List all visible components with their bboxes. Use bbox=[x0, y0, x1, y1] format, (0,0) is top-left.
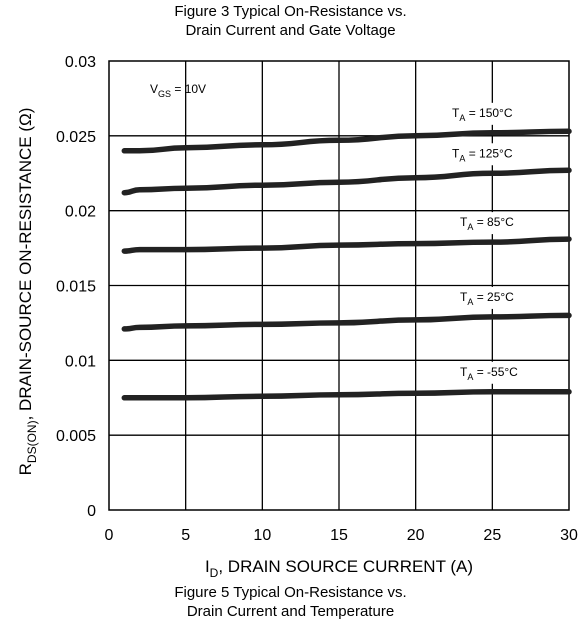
y-tick-label: 0.02 bbox=[65, 204, 96, 221]
y-tick-label: 0 bbox=[87, 503, 96, 520]
series-curve bbox=[121, 312, 572, 332]
series-label-sub: A bbox=[459, 153, 465, 163]
series-label-background bbox=[446, 143, 536, 166]
y-tick-labels: 0 0.005 0.01 0.015 0.02 0.025 0.03 bbox=[56, 54, 96, 520]
header-caption-line2: Drain Current and Gate Voltage bbox=[185, 22, 396, 39]
x-tick-labels: 0 5 10 15 20 25 30 bbox=[105, 527, 578, 544]
footer-caption-line2: Drain Current and Temperature bbox=[186, 603, 395, 620]
series-curve bbox=[121, 167, 572, 196]
y-axis-label: RDS(ON), DRAIN-SOURCE ON-RESISTANCE (Ω) bbox=[16, 108, 39, 476]
condition-label: VGS = 10V bbox=[150, 82, 206, 99]
y-tick-label: 0.01 bbox=[65, 353, 96, 370]
y-axis-label-sub: DS(ON) bbox=[25, 420, 39, 463]
series-label-background bbox=[454, 361, 544, 384]
series-label-text: TA = 125°C bbox=[452, 146, 513, 163]
y-tick-label: 0.025 bbox=[56, 129, 96, 146]
series-label-sub: A bbox=[467, 297, 473, 307]
series-label-text: TA = 85°C bbox=[460, 215, 514, 232]
x-tick-label: 20 bbox=[407, 527, 425, 544]
x-tick-label: 0 bbox=[105, 527, 114, 544]
series-label-rest: = 125°C bbox=[465, 146, 512, 160]
x-axis-label: ID, DRAIN SOURCE CURRENT (A) bbox=[205, 557, 473, 580]
x-tick-label: 15 bbox=[330, 527, 348, 544]
series-label-background bbox=[454, 286, 544, 309]
series-label: TA = 125°C bbox=[446, 143, 536, 166]
condition-main: V bbox=[150, 82, 158, 96]
y-tick-label: 0.015 bbox=[56, 279, 96, 296]
series-label: TA = -55°C bbox=[454, 361, 544, 384]
series-label: TA = 150°C bbox=[446, 102, 536, 125]
series-curves bbox=[121, 128, 572, 401]
header-caption: Figure 3 Typical On-Resistance vs. Drain… bbox=[0, 2, 581, 40]
series-label-main: T bbox=[460, 215, 468, 229]
x-tick-label: 25 bbox=[483, 527, 501, 544]
x-axis-label-main: I bbox=[205, 557, 210, 576]
series-label-text: TA = -55°C bbox=[460, 365, 518, 382]
series-label-main: T bbox=[460, 290, 468, 304]
series-label-main: T bbox=[452, 146, 460, 160]
x-axis-label-rest: , DRAIN SOURCE CURRENT (A) bbox=[218, 557, 473, 576]
series-label-background bbox=[454, 212, 544, 235]
y-tick-label: 0.005 bbox=[56, 428, 96, 445]
grid-lines bbox=[109, 61, 569, 510]
series-label-rest: = 25°C bbox=[473, 290, 514, 304]
x-tick-label: 10 bbox=[253, 527, 271, 544]
series-label-sub: A bbox=[459, 113, 465, 123]
series-label-sub: A bbox=[467, 372, 473, 382]
series-label: TA = 85°C bbox=[454, 212, 544, 235]
series-label-rest: = 150°C bbox=[465, 106, 512, 120]
y-axis-label-rest: , DRAIN-SOURCE ON-RESISTANCE (Ω) bbox=[16, 108, 35, 421]
condition-rest: = 10V bbox=[171, 82, 206, 96]
series-label-text: TA = 25°C bbox=[460, 290, 514, 307]
y-tick-label: 0.03 bbox=[65, 54, 96, 71]
series-label-rest: = 85°C bbox=[473, 215, 514, 229]
series-label-background bbox=[446, 102, 536, 125]
series-curve bbox=[121, 389, 572, 401]
footer-caption-line1: Figure 5 Typical On-Resistance vs. bbox=[174, 584, 407, 601]
series-label-rest: = -55°C bbox=[473, 365, 518, 379]
x-tick-label: 5 bbox=[181, 527, 190, 544]
condition-sub: GS bbox=[158, 89, 171, 99]
series-curve bbox=[121, 236, 572, 254]
series-labels: TA = 150°CTA = 125°CTA = 85°CTA = 25°CTA… bbox=[446, 102, 544, 384]
series-label-main: T bbox=[452, 106, 460, 120]
header-caption-line1: Figure 3 Typical On-Resistance vs. bbox=[174, 3, 407, 20]
series-curve bbox=[121, 128, 572, 154]
footer-caption: Figure 5 Typical On-Resistance vs. Drain… bbox=[0, 583, 581, 621]
y-axis-label-main: R bbox=[16, 463, 35, 475]
x-axis-label-sub: D bbox=[210, 566, 219, 580]
series-label-text: TA = 150°C bbox=[452, 106, 513, 123]
x-tick-label: 30 bbox=[560, 527, 578, 544]
series-label: TA = 25°C bbox=[454, 286, 544, 309]
series-label-main: T bbox=[460, 365, 468, 379]
series-label-sub: A bbox=[467, 222, 473, 232]
